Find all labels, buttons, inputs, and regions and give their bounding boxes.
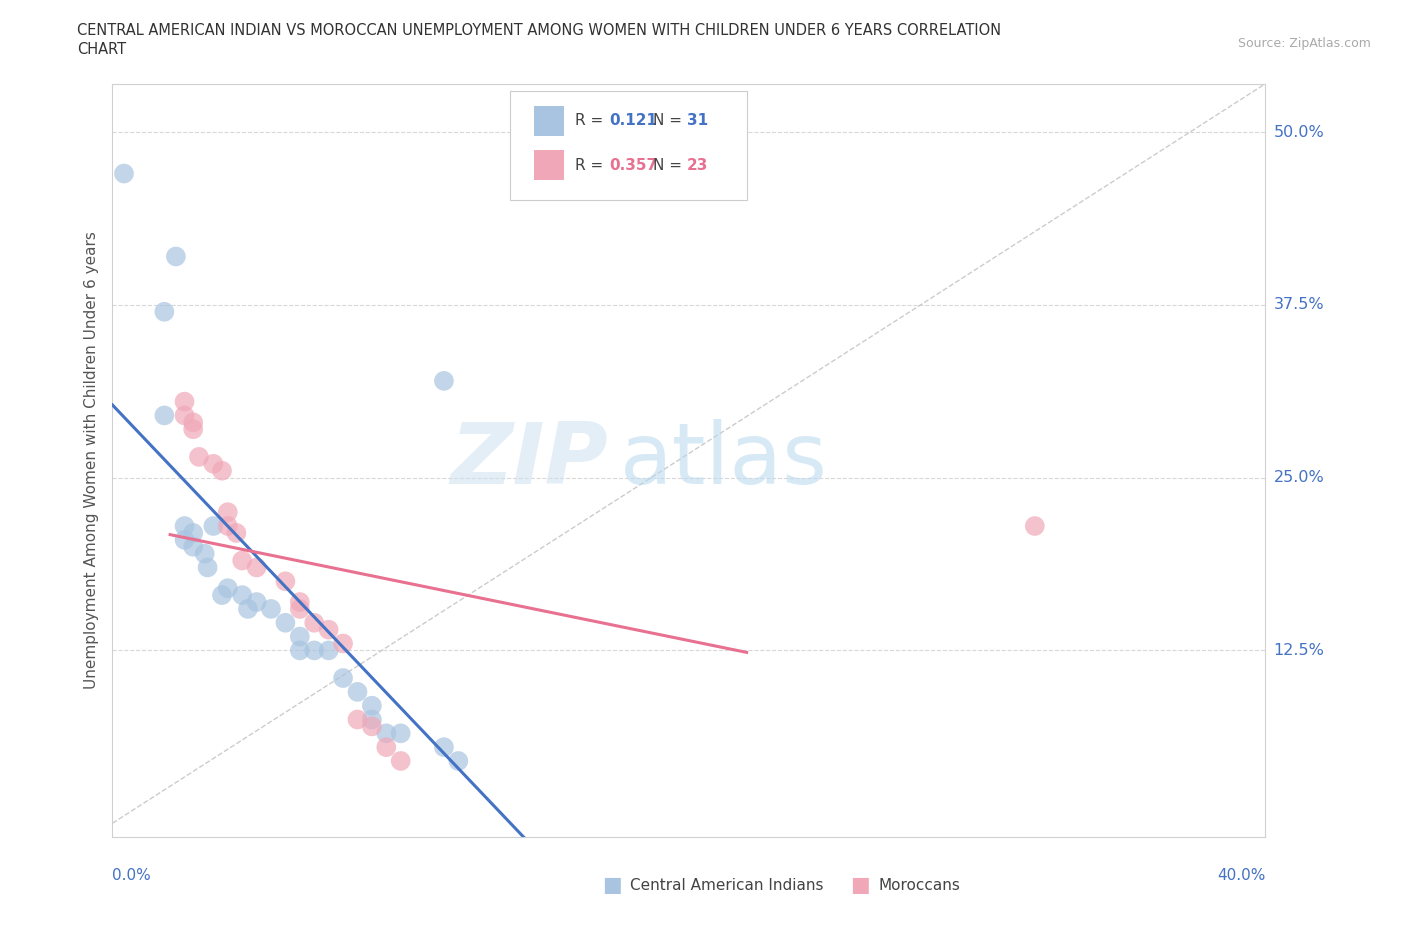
Text: atlas: atlas: [620, 418, 828, 502]
Text: 25.0%: 25.0%: [1274, 471, 1324, 485]
Point: [246, 560, 269, 575]
Point: [202, 519, 225, 534]
Point: [165, 249, 187, 264]
Text: 40.0%: 40.0%: [1218, 868, 1265, 883]
Text: 12.5%: 12.5%: [1274, 643, 1324, 658]
Text: ZIP: ZIP: [450, 418, 609, 502]
Point: [231, 588, 253, 603]
Point: [332, 671, 354, 685]
Point: [332, 636, 354, 651]
Point: [447, 753, 470, 768]
Point: [211, 463, 233, 478]
Point: [173, 519, 195, 534]
Point: [181, 539, 204, 554]
Text: 0.121: 0.121: [609, 113, 658, 128]
Text: R =: R =: [575, 113, 607, 128]
Point: [173, 394, 195, 409]
Point: [181, 422, 204, 437]
Point: [217, 519, 239, 534]
Point: [181, 525, 204, 540]
Point: [274, 574, 297, 589]
Point: [181, 415, 204, 430]
Text: 37.5%: 37.5%: [1274, 298, 1324, 312]
Text: 31: 31: [686, 113, 707, 128]
Point: [304, 616, 326, 631]
Point: [375, 739, 398, 754]
Point: [433, 374, 456, 389]
Text: CHART: CHART: [77, 42, 127, 57]
Point: [211, 588, 233, 603]
Text: 50.0%: 50.0%: [1274, 125, 1324, 140]
Text: ■: ■: [602, 875, 621, 896]
Point: [260, 602, 283, 617]
Point: [153, 304, 176, 319]
Point: [346, 684, 368, 699]
Point: [360, 698, 382, 713]
Point: [173, 532, 195, 547]
Point: [194, 546, 217, 561]
Point: [153, 408, 176, 423]
Text: 0.0%: 0.0%: [112, 868, 152, 883]
Point: [433, 739, 456, 754]
Point: [217, 580, 239, 595]
Point: [197, 560, 219, 575]
Point: [217, 505, 239, 520]
Point: [288, 594, 311, 609]
Point: [389, 726, 412, 741]
Point: [112, 166, 135, 181]
Point: [389, 753, 412, 768]
Text: 23: 23: [686, 157, 709, 173]
FancyBboxPatch shape: [534, 150, 564, 180]
Point: [318, 643, 340, 658]
Point: [318, 622, 340, 637]
Point: [274, 616, 297, 631]
Point: [231, 553, 253, 568]
Text: ■: ■: [851, 875, 870, 896]
FancyBboxPatch shape: [510, 91, 747, 201]
Point: [304, 643, 326, 658]
Text: 0.357: 0.357: [609, 157, 658, 173]
Point: [360, 719, 382, 734]
Point: [173, 408, 195, 423]
Point: [288, 602, 311, 617]
Y-axis label: Unemployment Among Women with Children Under 6 years: Unemployment Among Women with Children U…: [84, 232, 100, 689]
Text: R =: R =: [575, 157, 607, 173]
Point: [360, 712, 382, 727]
Point: [346, 712, 368, 727]
Text: Central American Indians: Central American Indians: [630, 878, 824, 893]
Point: [225, 525, 247, 540]
Text: Moroccans: Moroccans: [879, 878, 960, 893]
Point: [236, 602, 259, 617]
Point: [288, 629, 311, 644]
Text: N =: N =: [654, 157, 688, 173]
FancyBboxPatch shape: [534, 105, 564, 136]
Point: [188, 449, 211, 464]
Point: [288, 643, 311, 658]
Point: [246, 594, 269, 609]
Text: N =: N =: [654, 113, 688, 128]
Text: CENTRAL AMERICAN INDIAN VS MOROCCAN UNEMPLOYMENT AMONG WOMEN WITH CHILDREN UNDER: CENTRAL AMERICAN INDIAN VS MOROCCAN UNEM…: [77, 23, 1001, 38]
Point: [202, 457, 225, 472]
Point: [375, 726, 398, 741]
Point: [1024, 519, 1046, 534]
Text: Source: ZipAtlas.com: Source: ZipAtlas.com: [1237, 37, 1371, 50]
